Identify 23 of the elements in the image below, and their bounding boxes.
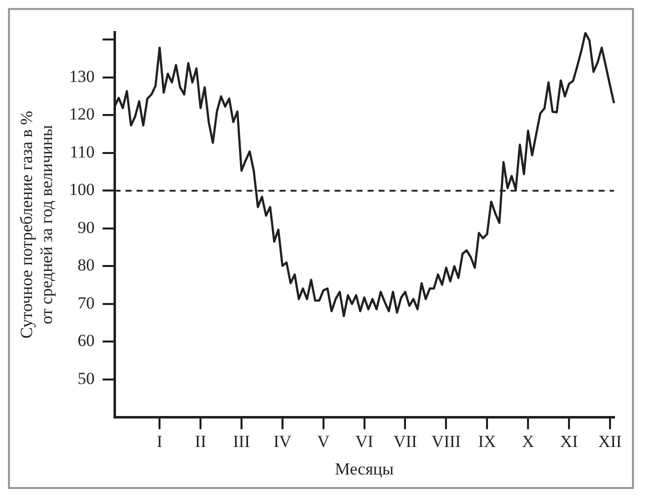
y-tick-label: 70 (78, 293, 95, 312)
x-tick-label: VI (355, 432, 374, 451)
y-tick-label: 100 (69, 180, 95, 200)
x-axis-title: Месяцы (334, 459, 394, 478)
x-tick-label: X (522, 432, 534, 451)
x-tick-label: III (233, 432, 250, 451)
y-tick-label: 50 (78, 368, 95, 388)
y-tick-label: 120 (69, 104, 95, 124)
x-tick-label: I (156, 432, 163, 451)
y-tick-label: 60 (78, 331, 95, 350)
y-axis-title: Суточное потребление газа в % от средней за год величины (17, 110, 56, 339)
y-tick-label: 110 (70, 142, 95, 162)
x-tick-label: V (317, 432, 330, 451)
x-tick-label: IV (273, 432, 292, 451)
y-tick-label: 90 (78, 218, 95, 237)
x-tick-label: VIII (432, 432, 462, 451)
x-tick-label: VII (393, 432, 418, 451)
y-tick-label: 130 (69, 66, 95, 86)
x-tick-label: XII (598, 432, 622, 451)
x-tick-label: IX (478, 432, 496, 451)
x-tick-label: II (194, 432, 207, 451)
x-tick-label: XI (560, 432, 578, 451)
y-tick-label: 80 (78, 256, 95, 275)
